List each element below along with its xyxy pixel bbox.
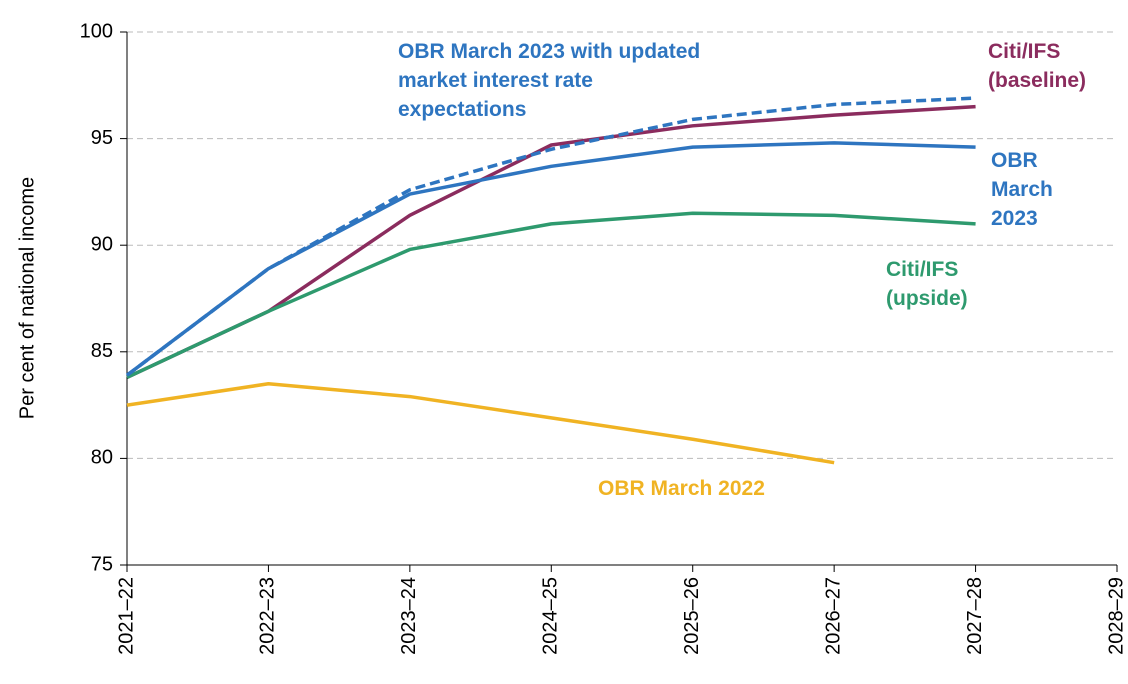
y-tick-label: 90 [91, 233, 113, 255]
x-tick-label: 2021–22 [115, 577, 137, 655]
series-label: OBR March 2022 [598, 477, 765, 500]
series-line [126, 211, 976, 379]
series-line [125, 141, 976, 377]
x-tick-label: 2027–28 [964, 577, 986, 655]
series-line [126, 382, 835, 465]
x-tick-label: 2022–23 [257, 577, 279, 655]
y-tick-label: 80 [91, 447, 113, 469]
series-label: Citi/IFS (upside) [886, 258, 968, 310]
series-line [126, 104, 976, 379]
y-tick-label: 95 [91, 127, 113, 149]
x-tick-label: 2024–25 [540, 577, 562, 655]
series-label: OBR March 2023 [991, 149, 1053, 230]
y-tick-label: 85 [91, 340, 113, 362]
y-tick-label: 75 [91, 553, 113, 575]
series-line [125, 96, 976, 377]
series-label: OBR March 2023 with updated market inter… [398, 40, 701, 121]
y-axis-label: Per cent of national income [16, 177, 38, 419]
x-tick-label: 2026–27 [822, 577, 844, 655]
x-tick-label: 2025–26 [681, 577, 703, 655]
x-tick-label: 2023–24 [398, 577, 420, 655]
x-tick-label: 2028–29 [1105, 577, 1127, 655]
y-tick-label: 100 [80, 20, 113, 42]
series-label: Citi/IFS (baseline) [988, 40, 1087, 92]
